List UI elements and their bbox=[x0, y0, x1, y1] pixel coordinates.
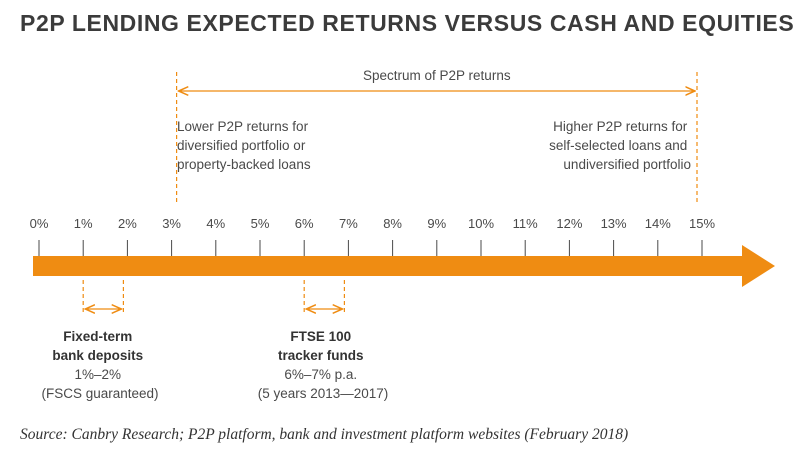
ftse-range bbox=[303, 280, 345, 312]
tick-label: 8% bbox=[383, 216, 402, 231]
fixed-term-name-1: Fixed-term bbox=[63, 329, 132, 344]
tick-label: 12% bbox=[556, 216, 582, 231]
fixed-term-detail-1: 1%–2% bbox=[75, 367, 122, 382]
tick-labels: 0% 1% 2% 3% 4% 5% 6% 7% 8% 9% 10% 11% 12% 13% 14% 15% bbox=[30, 216, 716, 231]
tick-label: 7% bbox=[339, 216, 358, 231]
fixed-term-name-2: bank deposits bbox=[52, 348, 143, 363]
fixed-term-detail-2: (FSCS guaranteed) bbox=[41, 386, 158, 401]
higher-note-line-2: self-selected loans and bbox=[549, 138, 687, 153]
lower-note-line-2: diversified portfolio or bbox=[177, 138, 306, 153]
ftse-label: FTSE 100 tracker funds 6%–7% p.a. (5 yea… bbox=[258, 328, 389, 401]
tick-label: 14% bbox=[645, 216, 671, 231]
lower-note-line-1: Lower P2P returns for bbox=[177, 119, 309, 134]
higher-returns-note: Higher P2P returns for self-selected loa… bbox=[549, 119, 691, 172]
fixed-term-range bbox=[82, 280, 125, 312]
higher-note-line-3: undiversified portfolio bbox=[563, 157, 691, 172]
tick-label: 6% bbox=[295, 216, 314, 231]
ftse-detail-1: 6%–7% p.a. bbox=[284, 367, 357, 382]
tick-label: 11% bbox=[513, 216, 538, 231]
tick-label: 13% bbox=[601, 216, 627, 231]
tick-label: 3% bbox=[162, 216, 181, 231]
tick-marks bbox=[38, 240, 703, 256]
fixed-term-label: Fixed-term bank deposits 1%–2% (FSCS gua… bbox=[41, 328, 158, 401]
lower-note-line-3: property-backed loans bbox=[177, 157, 311, 172]
source-note: Source: Canbry Research; P2P platform, b… bbox=[20, 426, 629, 443]
tick-label: 5% bbox=[251, 216, 270, 231]
ftse-detail-2: (5 years 2013—2017) bbox=[258, 386, 389, 401]
tick-label: 2% bbox=[118, 216, 137, 231]
page-title: P2P LENDING EXPECTED RETURNS VERSUS CASH… bbox=[20, 10, 795, 36]
lower-returns-note: Lower P2P returns for diversified portfo… bbox=[177, 119, 312, 172]
spectrum-arrow: Spectrum of P2P returns bbox=[179, 68, 695, 91]
tick-label: 10% bbox=[468, 216, 494, 231]
tick-label: 1% bbox=[74, 216, 93, 231]
tick-label: 0% bbox=[30, 216, 49, 231]
tick-label: 4% bbox=[206, 216, 225, 231]
ftse-name-1: FTSE 100 bbox=[290, 329, 351, 344]
spectrum-label: Spectrum of P2P returns bbox=[363, 68, 511, 83]
tick-label: 9% bbox=[427, 216, 446, 231]
returns-diagram: Spectrum of P2P returns Lower P2P return… bbox=[30, 68, 775, 401]
main-axis-arrow bbox=[33, 245, 775, 287]
tick-label: 15% bbox=[689, 216, 715, 231]
ftse-name-2: tracker funds bbox=[278, 348, 364, 363]
higher-note-line-1: Higher P2P returns for bbox=[553, 119, 688, 134]
